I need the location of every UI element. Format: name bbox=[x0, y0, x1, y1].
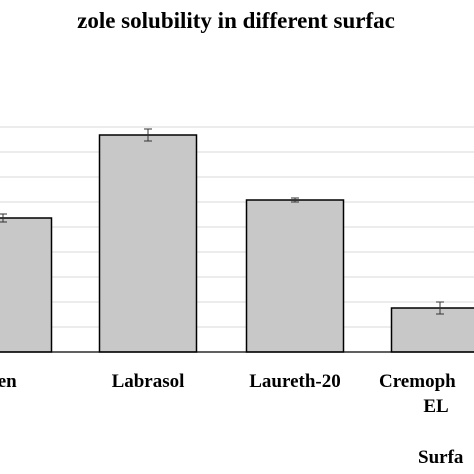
bar bbox=[0, 217, 53, 353]
error-bars bbox=[0, 128, 444, 315]
x-tick-label: Labrasol bbox=[112, 371, 185, 392]
x-axis-label: Surfa bbox=[418, 447, 464, 468]
bar bbox=[390, 307, 474, 353]
x-tick-label: EL bbox=[423, 396, 448, 417]
x-tick-label: Laureth-20 bbox=[249, 371, 340, 392]
bar bbox=[245, 199, 345, 353]
bar bbox=[98, 134, 198, 353]
x-tick-labels: een Labrasol Laureth-20 Cremoph EL bbox=[0, 371, 456, 417]
x-tick-label: Cremoph bbox=[379, 371, 456, 392]
chart-title: zole solubility in different surfac bbox=[77, 8, 395, 33]
bars bbox=[0, 134, 474, 353]
x-tick-label: een bbox=[0, 371, 17, 392]
gridlines bbox=[0, 126, 474, 328]
